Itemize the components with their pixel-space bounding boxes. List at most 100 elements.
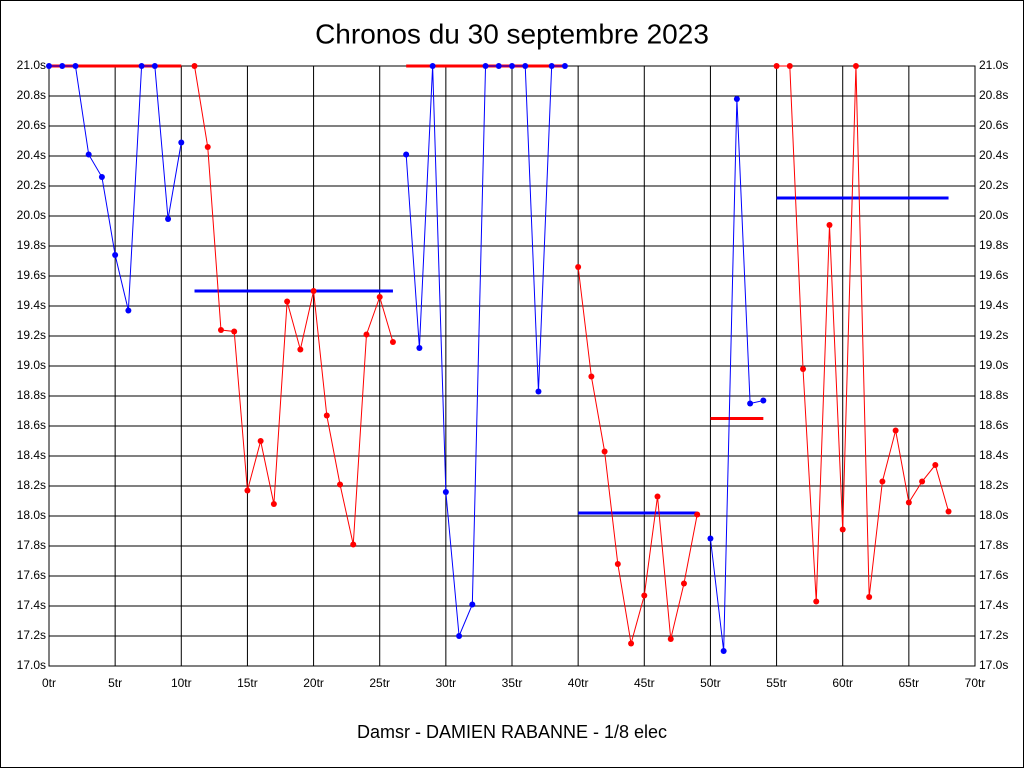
point bbox=[760, 397, 767, 404]
y2-tick-label: 17.6s bbox=[979, 568, 1008, 582]
y2-tick-label: 20.0s bbox=[979, 208, 1008, 222]
point bbox=[813, 598, 820, 605]
point bbox=[588, 373, 595, 380]
y2-tick-label: 17.8s bbox=[979, 538, 1008, 552]
y2-tick-label: 19.4s bbox=[979, 298, 1008, 312]
point bbox=[297, 346, 304, 353]
y-tick-label: 17.2s bbox=[17, 628, 46, 642]
y-tick-label: 18.2s bbox=[17, 478, 46, 492]
y2-tick-label: 18.8s bbox=[979, 388, 1008, 402]
y2-tick-label: 20.6s bbox=[979, 118, 1008, 132]
y2-tick-label: 18.0s bbox=[979, 508, 1008, 522]
point bbox=[98, 174, 105, 180]
point bbox=[561, 63, 568, 69]
point bbox=[151, 63, 158, 69]
point bbox=[495, 63, 502, 69]
point bbox=[654, 493, 661, 500]
x-tick-label: 65tr bbox=[899, 676, 920, 690]
point bbox=[429, 63, 436, 69]
y2-tick-label: 17.4s bbox=[979, 598, 1008, 612]
point bbox=[389, 339, 396, 345]
y-tick-label: 20.4s bbox=[17, 148, 46, 162]
point bbox=[786, 63, 793, 69]
point bbox=[469, 601, 476, 608]
x-tick-label: 20tr bbox=[303, 676, 324, 690]
point bbox=[59, 63, 66, 69]
y-tick-label: 20.0s bbox=[17, 208, 46, 222]
point bbox=[535, 388, 542, 395]
point bbox=[46, 63, 52, 69]
point bbox=[747, 400, 754, 407]
point bbox=[350, 541, 357, 548]
y2-tick-label: 19.8s bbox=[979, 238, 1008, 252]
x-tick-label: 25tr bbox=[369, 676, 390, 690]
point bbox=[866, 594, 873, 600]
y-tick-label: 17.4s bbox=[17, 598, 46, 612]
point bbox=[191, 63, 198, 69]
x-tick-label: 45tr bbox=[634, 676, 655, 690]
x-tick-label: 55tr bbox=[766, 676, 787, 690]
point bbox=[905, 499, 912, 506]
point bbox=[284, 298, 291, 305]
y2-tick-label: 17.0s bbox=[979, 658, 1008, 672]
y2-tick-label: 18.4s bbox=[979, 448, 1008, 462]
point bbox=[720, 648, 727, 654]
point bbox=[680, 580, 687, 587]
y-tick-label: 18.8s bbox=[17, 388, 46, 402]
y-tick-label: 20.6s bbox=[17, 118, 46, 132]
x-tick-label: 0tr bbox=[42, 676, 56, 690]
point bbox=[165, 216, 172, 222]
y2-tick-label: 20.8s bbox=[979, 88, 1008, 102]
point bbox=[601, 448, 608, 455]
y-tick-label: 17.6s bbox=[17, 568, 46, 582]
point bbox=[482, 63, 489, 69]
y-tick-label: 19.6s bbox=[17, 268, 46, 282]
point bbox=[509, 63, 515, 69]
point bbox=[125, 307, 132, 314]
point bbox=[614, 561, 621, 567]
x-tick-label: 15tr bbox=[237, 676, 258, 690]
point bbox=[522, 63, 529, 69]
y2-tick-label: 20.4s bbox=[979, 148, 1008, 162]
point bbox=[231, 328, 238, 335]
y-tick-label: 19.0s bbox=[17, 358, 46, 372]
y-tick-label: 17.8s bbox=[17, 538, 46, 552]
y-tick-label: 21.0s bbox=[17, 58, 46, 72]
y2-tick-label: 17.2s bbox=[979, 628, 1008, 642]
point bbox=[641, 592, 648, 599]
chart-subtitle: Damsr - DAMIEN RABANNE - 1/8 elec bbox=[357, 722, 667, 742]
y2-tick-label: 21.0s bbox=[979, 58, 1008, 72]
point bbox=[694, 511, 701, 518]
series-line bbox=[577, 266, 698, 644]
x-tick-label: 35tr bbox=[502, 676, 523, 690]
x-tick-label: 70tr bbox=[965, 676, 986, 690]
point bbox=[72, 63, 79, 69]
y-tick-label: 17.0s bbox=[17, 658, 46, 672]
point bbox=[376, 294, 383, 300]
point bbox=[257, 438, 264, 444]
point bbox=[416, 345, 423, 351]
point bbox=[879, 478, 886, 485]
point bbox=[707, 535, 714, 542]
y-tick-label: 18.0s bbox=[17, 508, 46, 522]
point bbox=[773, 63, 780, 69]
point bbox=[852, 63, 859, 69]
point bbox=[403, 151, 410, 158]
point bbox=[945, 508, 952, 515]
point bbox=[112, 252, 119, 258]
chart-title: Chronos du 30 septembre 2023 bbox=[315, 18, 709, 49]
y-tick-label: 20.8s bbox=[17, 88, 46, 102]
x-tick-label: 50tr bbox=[700, 676, 721, 690]
point bbox=[919, 478, 926, 485]
y-tick-label: 19.2s bbox=[17, 328, 46, 342]
y-tick-label: 19.8s bbox=[17, 238, 46, 252]
series-line bbox=[776, 65, 950, 602]
y2-tick-label: 19.0s bbox=[979, 358, 1008, 372]
y2-tick-label: 19.2s bbox=[979, 328, 1008, 342]
point bbox=[800, 366, 807, 372]
y2-tick-label: 18.2s bbox=[979, 478, 1008, 492]
y-tick-label: 20.2s bbox=[17, 178, 46, 192]
point bbox=[270, 501, 277, 507]
point bbox=[826, 222, 833, 228]
